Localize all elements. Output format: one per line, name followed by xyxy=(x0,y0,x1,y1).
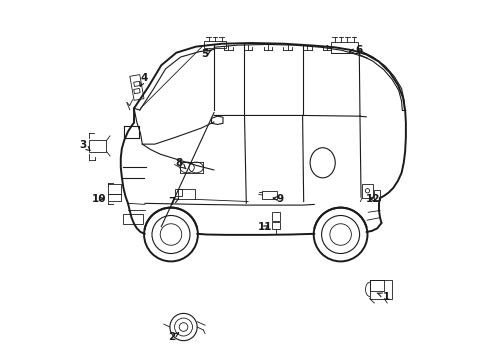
Bar xyxy=(175,189,182,196)
Bar xyxy=(204,41,225,48)
Bar xyxy=(369,280,384,291)
Text: 11: 11 xyxy=(258,222,272,232)
Bar xyxy=(369,280,391,299)
Circle shape xyxy=(313,208,367,261)
Text: 4: 4 xyxy=(140,73,147,86)
Text: 12: 12 xyxy=(365,194,379,204)
Text: 7: 7 xyxy=(168,197,178,207)
Bar xyxy=(108,184,121,194)
Text: 8: 8 xyxy=(175,158,185,169)
Circle shape xyxy=(144,208,198,261)
Text: 2: 2 xyxy=(168,332,178,342)
Text: 5: 5 xyxy=(201,49,211,59)
Bar xyxy=(262,192,276,199)
Bar xyxy=(373,190,380,201)
Text: 6: 6 xyxy=(349,45,362,55)
Bar xyxy=(178,189,195,199)
Bar xyxy=(133,81,140,86)
Text: 9: 9 xyxy=(273,194,283,204)
Bar xyxy=(89,140,106,152)
Bar xyxy=(271,222,280,229)
Bar xyxy=(272,212,279,221)
Bar xyxy=(108,194,121,201)
Text: 1: 1 xyxy=(376,292,389,302)
Bar xyxy=(123,214,143,224)
Text: 10: 10 xyxy=(92,194,106,204)
Text: 3: 3 xyxy=(80,140,90,150)
Bar xyxy=(133,89,140,94)
Bar xyxy=(362,184,372,198)
Bar xyxy=(330,42,357,53)
Bar xyxy=(130,75,143,100)
